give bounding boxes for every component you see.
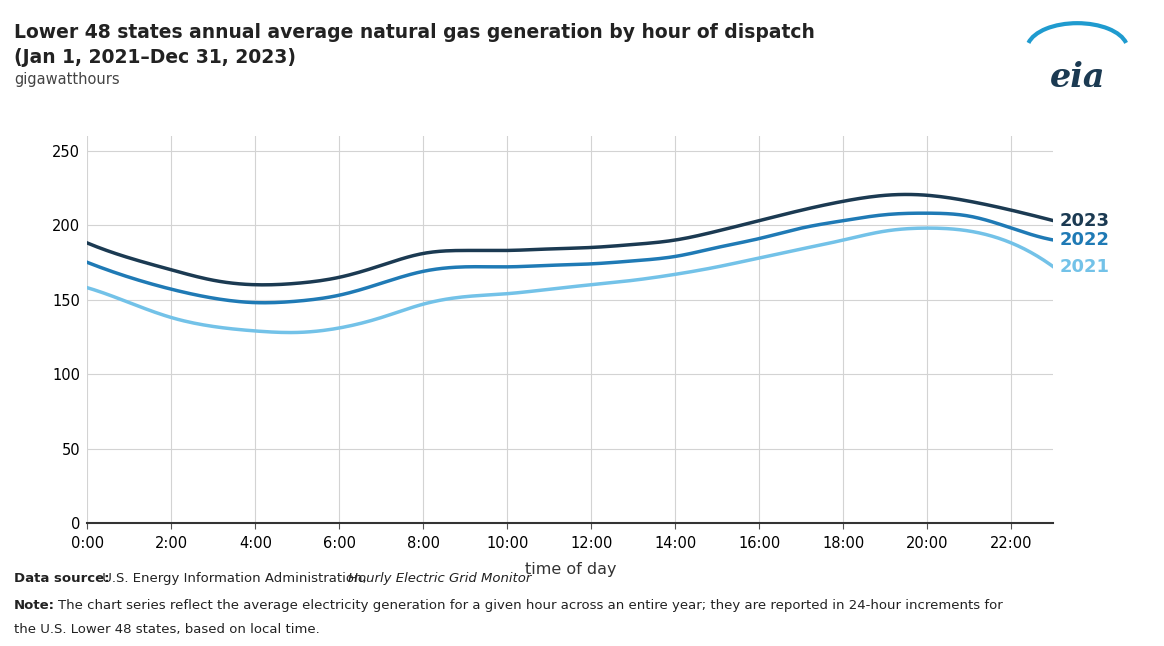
Text: The chart series reflect the average electricity generation for a given hour acr: The chart series reflect the average ele… <box>58 599 1003 612</box>
Text: Data source:: Data source: <box>14 572 109 585</box>
Text: U.S. Energy Information Administration,: U.S. Energy Information Administration, <box>98 572 370 585</box>
Text: Note:: Note: <box>14 599 55 612</box>
Text: (Jan 1, 2021–Dec 31, 2023): (Jan 1, 2021–Dec 31, 2023) <box>14 48 296 67</box>
Text: 2022: 2022 <box>1059 231 1109 249</box>
Text: eia: eia <box>1050 61 1105 94</box>
Text: 2023: 2023 <box>1059 212 1109 229</box>
X-axis label: time of day: time of day <box>525 562 616 577</box>
Text: Hourly Electric Grid Monitor: Hourly Electric Grid Monitor <box>348 572 532 585</box>
Text: Lower 48 states annual average natural gas generation by hour of dispatch: Lower 48 states annual average natural g… <box>14 23 815 41</box>
Text: 2021: 2021 <box>1059 258 1109 276</box>
Text: the U.S. Lower 48 states, based on local time.: the U.S. Lower 48 states, based on local… <box>14 623 320 636</box>
Text: gigawatthours: gigawatthours <box>14 72 120 87</box>
